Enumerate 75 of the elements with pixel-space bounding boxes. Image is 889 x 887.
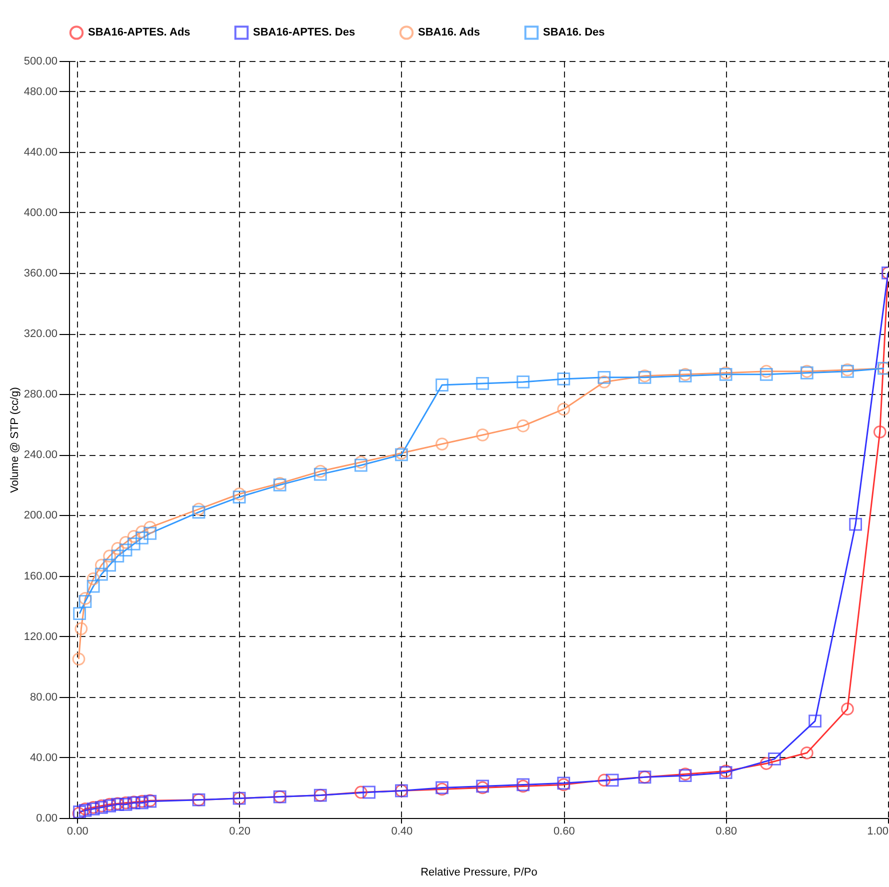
point xyxy=(111,550,124,563)
point xyxy=(86,580,100,593)
point xyxy=(72,652,86,666)
y-tick-label: 500.00 xyxy=(24,56,58,68)
point xyxy=(476,428,490,442)
point xyxy=(127,538,140,550)
point xyxy=(136,525,148,538)
point xyxy=(354,786,368,799)
y-tick-label: 320.00 xyxy=(24,328,58,340)
point xyxy=(103,558,116,572)
point xyxy=(436,438,448,450)
point xyxy=(598,370,611,384)
x-tick-label: 0.80 xyxy=(716,826,738,838)
x-tick-label: 0.40 xyxy=(391,826,413,838)
y-tick-label: 280.00 xyxy=(24,388,58,401)
point xyxy=(841,702,854,716)
point xyxy=(73,607,86,620)
point xyxy=(314,468,327,481)
point xyxy=(476,377,490,390)
point xyxy=(557,402,570,416)
y-tick-label: 200.00 xyxy=(24,510,58,522)
point xyxy=(760,757,773,770)
point xyxy=(103,550,116,563)
y-tick-label: 120.00 xyxy=(24,630,58,643)
point xyxy=(760,364,773,378)
point xyxy=(94,568,108,581)
point xyxy=(354,458,368,472)
point xyxy=(598,376,611,388)
legend-label: SBA16-APTES. Des xyxy=(253,26,356,39)
point xyxy=(127,530,140,543)
y-tick-label: 400.00 xyxy=(24,206,58,219)
legend-label: SBA16-APTES. Ads xyxy=(88,26,190,39)
point xyxy=(111,542,124,555)
y-tick-label: 240.00 xyxy=(24,449,58,462)
point xyxy=(606,774,619,787)
point xyxy=(314,464,327,478)
x-tick-label: 0.00 xyxy=(66,826,88,838)
point xyxy=(598,774,611,787)
point xyxy=(800,746,814,760)
y-tick-label: 40.00 xyxy=(30,752,58,764)
point xyxy=(192,506,206,519)
point xyxy=(557,372,570,386)
point xyxy=(232,490,246,504)
x-tick-label: 1.00 xyxy=(867,826,888,838)
point xyxy=(74,622,88,636)
point xyxy=(86,572,100,586)
point xyxy=(94,558,108,572)
point xyxy=(760,368,773,381)
y-tick-label: 80.00 xyxy=(30,691,58,704)
point xyxy=(362,786,376,799)
point xyxy=(354,456,368,469)
point xyxy=(136,531,148,544)
point xyxy=(78,595,92,608)
y-axis-title: Volume @ STP (cc/g) xyxy=(8,387,21,493)
x-axis-title: Relative Pressure, P/Po xyxy=(420,866,538,878)
point xyxy=(436,378,448,392)
point xyxy=(119,544,132,556)
x-tick-label: 0.60 xyxy=(553,826,575,838)
y-tick-label: 440.00 xyxy=(24,146,58,158)
legend-label: SBA16. Ads xyxy=(418,26,480,39)
y-tick-label: 360.00 xyxy=(24,267,58,280)
y-tick-label: 480.00 xyxy=(24,86,58,98)
legend-label: SBA16. Des xyxy=(543,26,605,39)
point xyxy=(849,518,862,531)
point xyxy=(119,536,132,549)
point xyxy=(768,752,781,766)
point xyxy=(808,714,822,728)
point xyxy=(144,526,157,540)
y-tick-label: 160.00 xyxy=(24,570,58,582)
point xyxy=(516,376,530,388)
x-tick-label: 0.20 xyxy=(229,826,250,838)
point xyxy=(144,520,157,534)
point xyxy=(516,419,530,432)
y-tick-label: 0.00 xyxy=(36,812,58,824)
point xyxy=(873,425,886,438)
